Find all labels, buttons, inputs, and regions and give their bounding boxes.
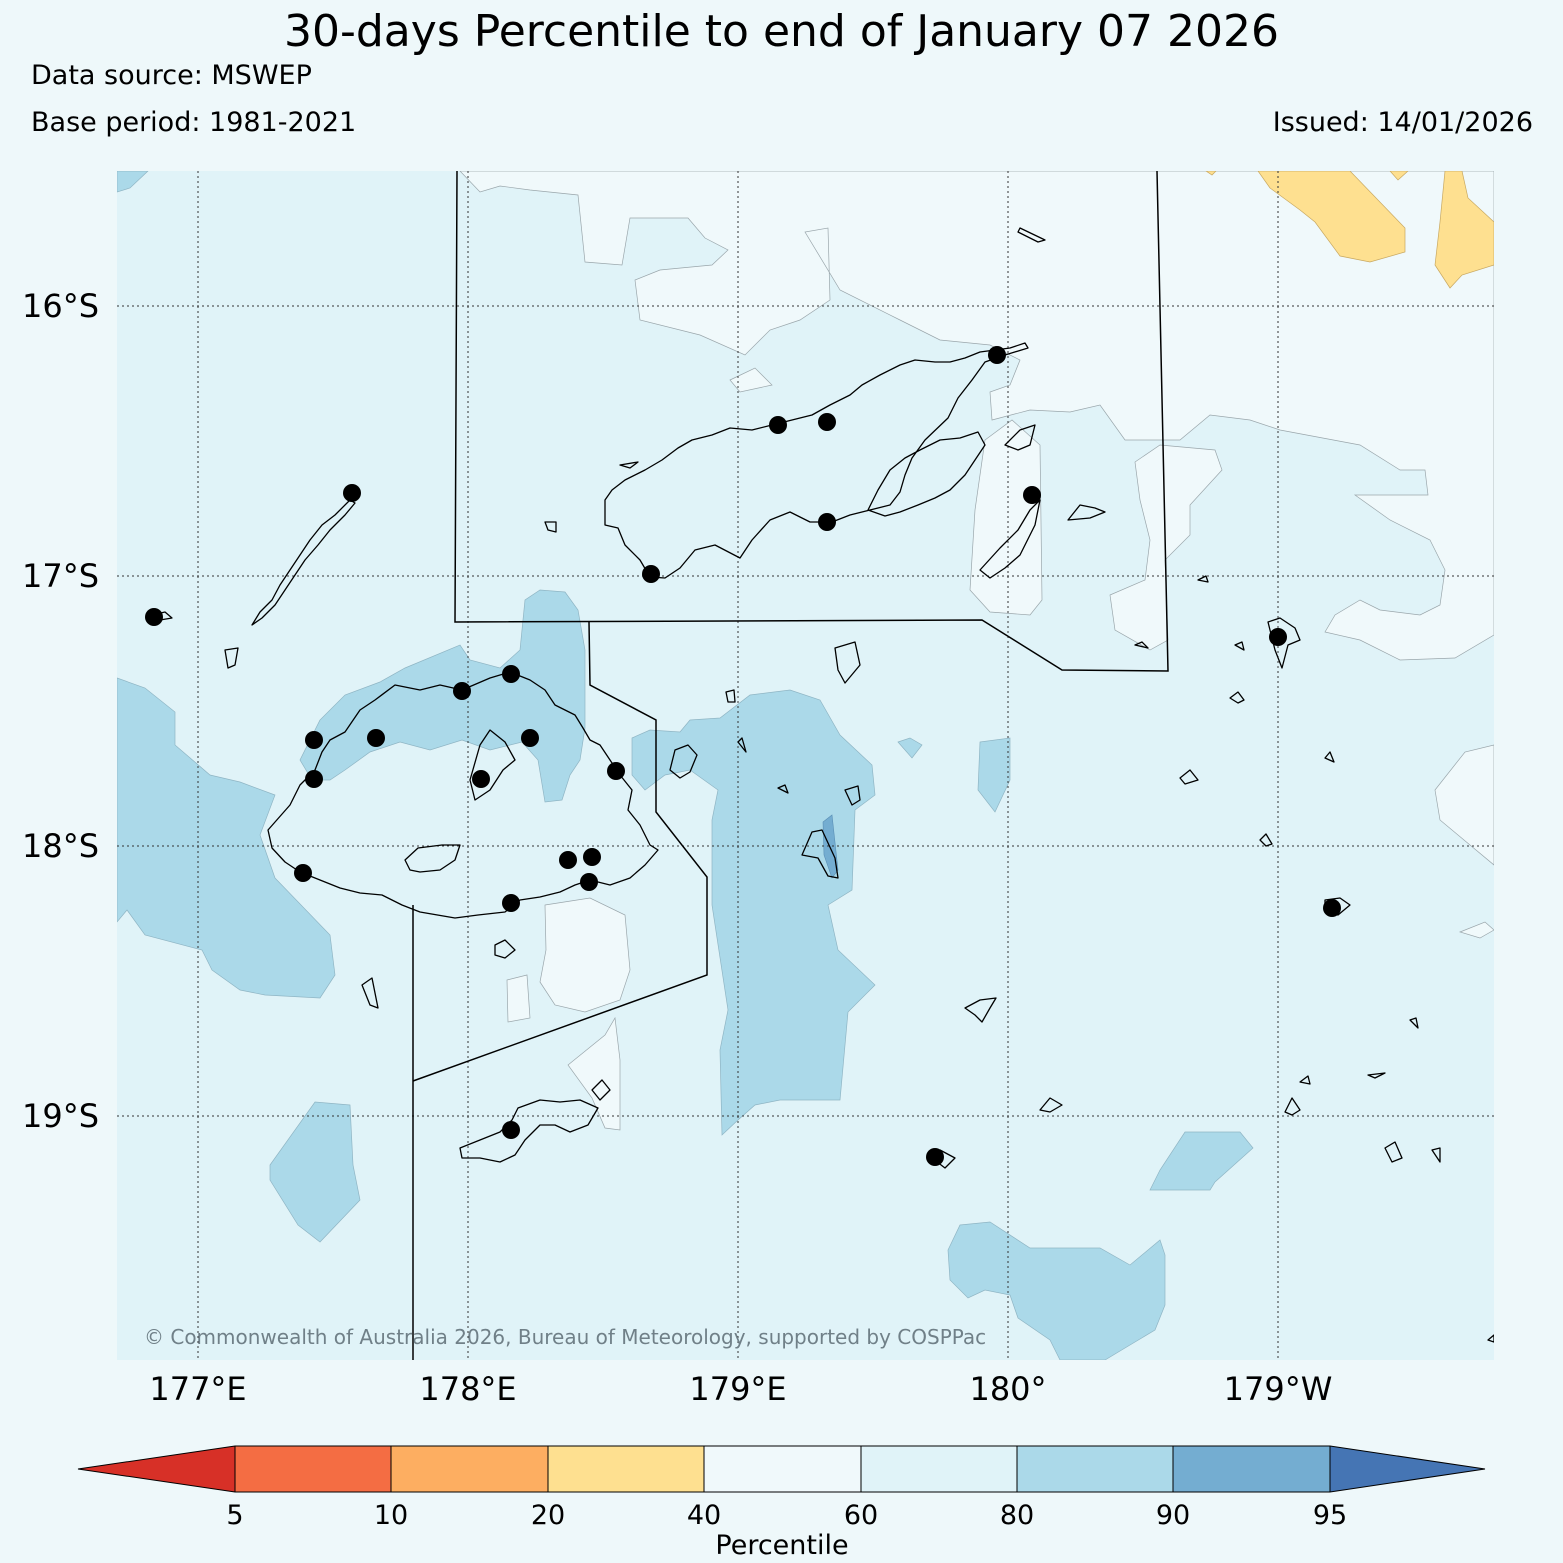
station-marker (521, 729, 539, 747)
issued-date-label: Issued: 14/01/2026 (1272, 107, 1533, 138)
colorbar-tick: 60 (844, 1500, 878, 1531)
station-marker (769, 416, 787, 434)
station-marker (453, 682, 471, 700)
colorbar: 5 10 20 40 60 80 90 95 Percentile (77, 1445, 1486, 1561)
station-marker (294, 864, 312, 882)
station-marker (305, 731, 323, 749)
station-marker (1023, 486, 1041, 504)
lon-label: 179°W (1224, 1370, 1333, 1408)
lat-label: 17°S (22, 557, 99, 595)
stations (145, 346, 1341, 1166)
colorbar-tick: 20 (531, 1500, 565, 1531)
lon-label: 180° (969, 1370, 1046, 1408)
contour-40-60 (459, 171, 1494, 1131)
colorbar-label: Percentile (715, 1530, 848, 1561)
station-marker (559, 851, 577, 869)
colorbar-segment (548, 1446, 704, 1492)
colorbar-segment (391, 1446, 548, 1492)
lon-labels: 177°E 178°E 179°E 180° 179°W (149, 1370, 1332, 1408)
contour-80-90 (117, 171, 1254, 1360)
colorbar-high-extension (1330, 1446, 1485, 1492)
map-title: 30-days Percentile to end of January 07 … (284, 6, 1279, 57)
station-marker (607, 762, 625, 780)
station-marker (343, 484, 361, 502)
copyright-notice: © Commonwealth of Australia 2026, Bureau… (144, 1325, 986, 1349)
station-marker (367, 729, 385, 747)
colorbar-tick: 90 (1156, 1500, 1190, 1531)
colorbar-segment (1017, 1446, 1173, 1492)
station-marker (502, 894, 520, 912)
station-marker (580, 873, 598, 891)
contour-90-95 (822, 814, 839, 879)
colorbar-tick: 5 (226, 1500, 243, 1531)
station-marker (145, 608, 163, 626)
data-source-label: Data source: MSWEP (31, 60, 312, 91)
colorbar-segment (704, 1446, 861, 1492)
graticule (117, 171, 1494, 1360)
station-marker (583, 848, 601, 866)
colorbar-segment (235, 1446, 391, 1492)
colorbar-segment (861, 1446, 1017, 1492)
station-marker (502, 1121, 520, 1139)
contour-20-40 (1205, 171, 1494, 289)
division-boundaries (412, 171, 1169, 1360)
base-period-label: Base period: 1981-2021 (31, 107, 357, 138)
lat-label: 16°S (22, 287, 99, 325)
coastlines (151, 227, 1494, 1343)
lon-label: 178°E (419, 1370, 516, 1408)
lat-label: 19°S (22, 1097, 99, 1135)
lat-label: 18°S (22, 827, 99, 865)
station-marker (472, 770, 490, 788)
station-marker (818, 513, 836, 531)
colorbar-tick: 80 (1000, 1500, 1034, 1531)
station-marker (988, 346, 1006, 364)
station-marker (1323, 899, 1341, 917)
colorbar-tick: 40 (687, 1500, 721, 1531)
station-marker (502, 665, 520, 683)
colorbar-segment (1173, 1446, 1330, 1492)
lon-label: 179°E (689, 1370, 786, 1408)
colorbar-tick: 95 (1313, 1500, 1347, 1531)
station-marker (1269, 628, 1287, 646)
station-marker (818, 413, 836, 431)
percentile-contours: © Commonwealth of Australia 2026, Bureau… (117, 171, 1494, 1360)
station-marker (642, 565, 660, 583)
colorbar-low-extension (78, 1446, 235, 1492)
lat-labels: 16°S 17°S 18°S 19°S (22, 287, 99, 1135)
station-marker (305, 770, 323, 788)
station-marker (926, 1148, 944, 1166)
colorbar-tick: 10 (374, 1500, 408, 1531)
lon-label: 177°E (149, 1370, 246, 1408)
